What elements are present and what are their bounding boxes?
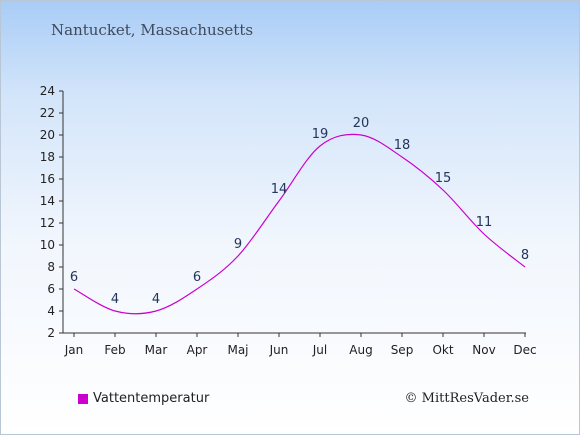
x-tick-label: Jun xyxy=(269,343,289,357)
data-label: 4 xyxy=(111,292,119,307)
data-label: 6 xyxy=(70,270,78,285)
y-tick-label: 2 xyxy=(47,326,55,340)
x-tick-label: Apr xyxy=(187,343,208,357)
data-label: 6 xyxy=(193,270,201,285)
copyright-notice: © MittResVader.se xyxy=(404,391,529,406)
x-tick-label: Nov xyxy=(472,343,495,357)
x-tick-label: Okt xyxy=(432,343,453,357)
data-label: 19 xyxy=(312,127,329,142)
x-tick-label: Sep xyxy=(391,343,414,357)
data-label: 18 xyxy=(394,138,411,153)
y-tick-label: 16 xyxy=(40,172,55,186)
data-label: 4 xyxy=(152,292,160,307)
data-label: 14 xyxy=(271,182,288,197)
data-label: 11 xyxy=(476,215,493,230)
y-tick-label: 14 xyxy=(40,194,55,208)
y-tick-label: 8 xyxy=(47,260,55,274)
data-label: 15 xyxy=(435,171,452,186)
legend-swatch xyxy=(78,393,88,404)
series-line xyxy=(73,133,526,315)
data-label: 9 xyxy=(234,237,242,252)
y-tick-label: 12 xyxy=(40,216,55,230)
legend: Vattentemperatur xyxy=(78,391,209,406)
x-tick-label: Jul xyxy=(312,343,327,357)
y-tick-label: 22 xyxy=(40,106,55,120)
y-tick-label: 10 xyxy=(40,238,55,252)
x-tick-label: Dec xyxy=(513,343,536,357)
x-tick-label: Mar xyxy=(145,343,168,357)
y-tick-label: 18 xyxy=(40,150,55,164)
y-tick-label: 24 xyxy=(40,84,55,98)
x-tick-label: Feb xyxy=(104,343,125,357)
chart-title: Nantucket, Massachusetts xyxy=(51,21,254,39)
y-tick-label: 20 xyxy=(40,128,55,142)
data-label: 8 xyxy=(521,248,529,263)
x-tick-label: Aug xyxy=(349,343,372,357)
y-tick-label: 4 xyxy=(47,304,55,318)
x-tick-label: Jan xyxy=(64,343,84,357)
data-label: 20 xyxy=(353,116,370,131)
y-tick-label: 6 xyxy=(47,282,55,296)
x-tick-label: Maj xyxy=(227,343,248,357)
legend-label: Vattentemperatur xyxy=(93,391,210,406)
